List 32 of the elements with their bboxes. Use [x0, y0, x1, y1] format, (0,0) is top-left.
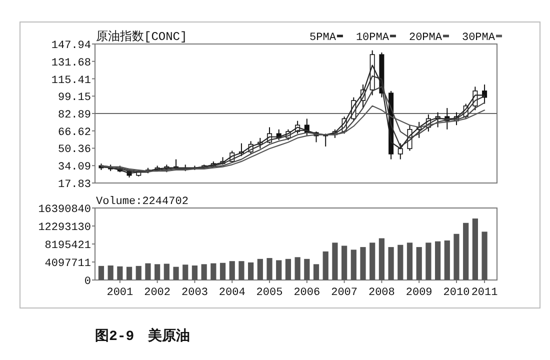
x-tick-label: 2009 [406, 287, 432, 299]
y-tick-label: 82.89 [58, 109, 91, 122]
y-tick-label: 131.68 [51, 57, 91, 70]
legend-label: 30PMA [462, 32, 496, 44]
y-tick-label: 66.62 [58, 126, 91, 139]
x-tick-label: 2007 [331, 287, 358, 299]
x-tick-label: 2004 [218, 287, 246, 299]
caption: 图2-9 美原油 [95, 327, 190, 345]
y-tick-label: 16390840 [38, 204, 91, 216]
x-tick-label: 2001 [106, 287, 134, 299]
chart-title: 原油指数[CONC] [96, 30, 188, 44]
legend-label: 5PMA [310, 32, 336, 44]
x-tick-label: 2002 [144, 287, 171, 299]
y-tick-label: 0 [84, 276, 91, 288]
y-tick-label: 99.15 [58, 92, 91, 104]
y-tick-label: 50.36 [58, 144, 91, 156]
y-tick-label: 8195421 [44, 240, 92, 252]
y-tick-label: 115.41 [51, 74, 92, 87]
y-tick-label: 34.09 [58, 162, 91, 174]
y-tick-label: 4097711 [44, 258, 92, 270]
y-tick-label: 17.83 [58, 179, 91, 191]
x-tick-label: 2008 [368, 287, 395, 299]
x-tick-label: 2010 [443, 287, 470, 299]
chart-title: Volume:2244702 [96, 196, 188, 208]
x-tick-label: 2005 [256, 287, 283, 299]
x-tick-label: 2006 [294, 287, 320, 299]
x-tick-label: 2011 [471, 287, 498, 299]
y-tick-label: 12293130 [38, 222, 91, 234]
legend-label: 10PMA [356, 32, 390, 44]
legend-label: 20PMA [408, 32, 442, 44]
x-tick-label: 2003 [182, 287, 208, 299]
y-tick-label: 147.94 [51, 40, 92, 52]
